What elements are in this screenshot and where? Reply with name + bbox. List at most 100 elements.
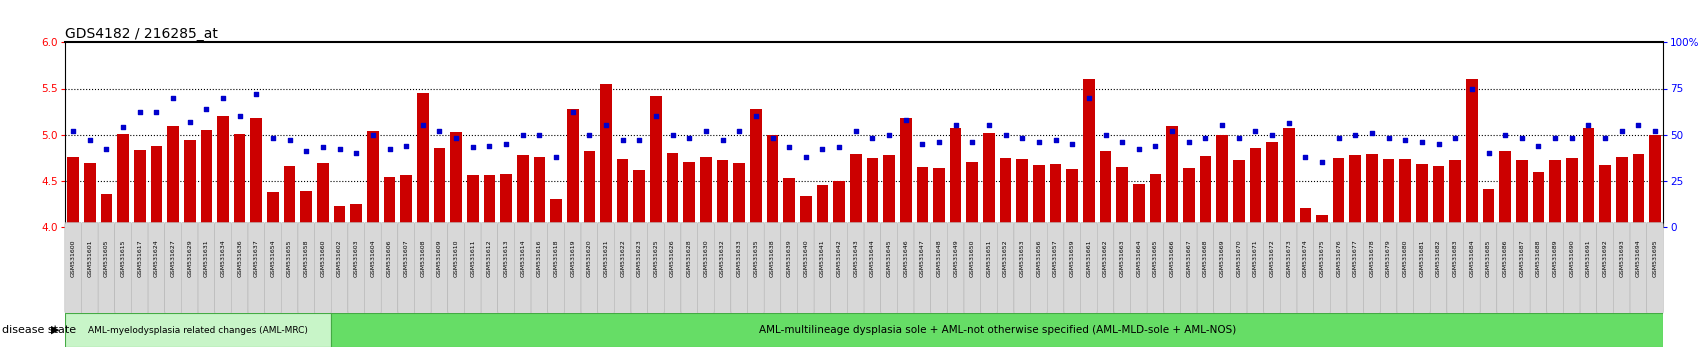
Bar (1615, 156, 1627, 227)
Bar (450, 132, 462, 227)
Text: GSM531659: GSM531659 (1069, 239, 1074, 277)
Bar (1548, 160, 1560, 227)
Text: GSM531618: GSM531618 (552, 239, 558, 276)
Bar (483, 175, 494, 227)
Text: GSM531644: GSM531644 (870, 239, 875, 277)
Text: GSM531656: GSM531656 (1037, 239, 1040, 276)
Point (1274, 121, 1301, 126)
Text: GSM531625: GSM531625 (653, 239, 658, 277)
Text: GSM531613: GSM531613 (503, 239, 508, 277)
Bar (217, 116, 228, 227)
Point (875, 132, 902, 137)
Text: GSM531634: GSM531634 (220, 239, 225, 277)
Point (742, 113, 769, 119)
Text: GSM531660: GSM531660 (321, 239, 326, 276)
Point (909, 141, 936, 147)
Point (293, 148, 321, 154)
FancyBboxPatch shape (796, 222, 813, 314)
Point (1524, 143, 1552, 148)
Point (542, 154, 569, 159)
Bar (1016, 159, 1028, 227)
Text: GSM531688: GSM531688 (1534, 239, 1540, 276)
Bar (101, 194, 113, 227)
Point (858, 135, 885, 141)
FancyBboxPatch shape (298, 222, 314, 314)
FancyBboxPatch shape (1463, 222, 1480, 314)
FancyBboxPatch shape (680, 222, 697, 314)
FancyBboxPatch shape (264, 222, 281, 314)
Point (60, 128, 87, 134)
Bar (384, 177, 396, 227)
Text: GSM531658: GSM531658 (303, 239, 309, 276)
Text: GSM531611: GSM531611 (471, 239, 476, 276)
Text: GSM531685: GSM531685 (1485, 239, 1490, 276)
Bar (268, 192, 278, 227)
Bar (783, 178, 795, 227)
Point (1623, 122, 1650, 128)
Text: GSM531657: GSM531657 (1052, 239, 1057, 277)
Bar (684, 162, 694, 227)
FancyBboxPatch shape (1379, 222, 1396, 314)
Point (958, 139, 985, 145)
FancyBboxPatch shape (82, 222, 99, 314)
Text: GSM531692: GSM531692 (1601, 239, 1606, 277)
Point (375, 147, 402, 152)
Point (559, 110, 587, 115)
FancyBboxPatch shape (1446, 222, 1463, 314)
Point (1424, 141, 1451, 147)
FancyBboxPatch shape (1130, 222, 1146, 314)
FancyBboxPatch shape (1163, 222, 1180, 314)
Bar (1216, 136, 1228, 227)
Text: GSM531619: GSM531619 (569, 239, 575, 277)
FancyBboxPatch shape (1529, 222, 1546, 314)
FancyBboxPatch shape (997, 222, 1013, 314)
Text: GSM531607: GSM531607 (404, 239, 409, 277)
Bar (1083, 79, 1095, 227)
Point (941, 122, 968, 128)
Text: GSM531622: GSM531622 (621, 239, 624, 277)
Text: GSM531654: GSM531654 (271, 239, 275, 277)
Text: GSM531670: GSM531670 (1236, 239, 1241, 277)
FancyBboxPatch shape (1296, 222, 1313, 314)
Bar (1565, 159, 1577, 227)
Point (525, 132, 552, 137)
Text: GSM531630: GSM531630 (702, 239, 708, 277)
Text: GSM531653: GSM531653 (1020, 239, 1025, 277)
Point (1357, 130, 1384, 136)
Text: GSM531631: GSM531631 (203, 239, 208, 277)
Text: GSM531655: GSM531655 (286, 239, 292, 276)
Text: disease state: disease state (2, 325, 75, 335)
Point (426, 128, 454, 134)
FancyBboxPatch shape (131, 222, 148, 314)
Point (641, 113, 668, 119)
Bar (933, 168, 945, 227)
FancyBboxPatch shape (863, 222, 880, 314)
Text: GSM531617: GSM531617 (136, 239, 142, 277)
Bar (1366, 154, 1378, 227)
Text: GSM531612: GSM531612 (486, 239, 491, 277)
Bar (1132, 184, 1144, 227)
FancyBboxPatch shape (331, 222, 348, 314)
Bar (1632, 154, 1644, 227)
Text: GSM531668: GSM531668 (1202, 239, 1207, 276)
Text: GSM531674: GSM531674 (1303, 239, 1308, 277)
Point (1008, 135, 1035, 141)
Text: GSM531624: GSM531624 (153, 239, 159, 277)
FancyBboxPatch shape (830, 222, 847, 314)
Point (1108, 139, 1136, 145)
Point (791, 154, 818, 159)
Bar (1449, 160, 1459, 227)
Point (92, 147, 119, 152)
Text: GSM531600: GSM531600 (70, 239, 75, 276)
FancyBboxPatch shape (847, 222, 863, 314)
FancyBboxPatch shape (215, 222, 232, 314)
Point (991, 132, 1018, 137)
Text: GSM531626: GSM531626 (670, 239, 675, 277)
Bar (184, 140, 196, 227)
Bar (982, 133, 994, 227)
Text: GSM531642: GSM531642 (835, 239, 841, 277)
Bar (1248, 148, 1260, 227)
Bar (1383, 159, 1393, 227)
Bar (950, 128, 962, 227)
Point (1541, 135, 1569, 141)
